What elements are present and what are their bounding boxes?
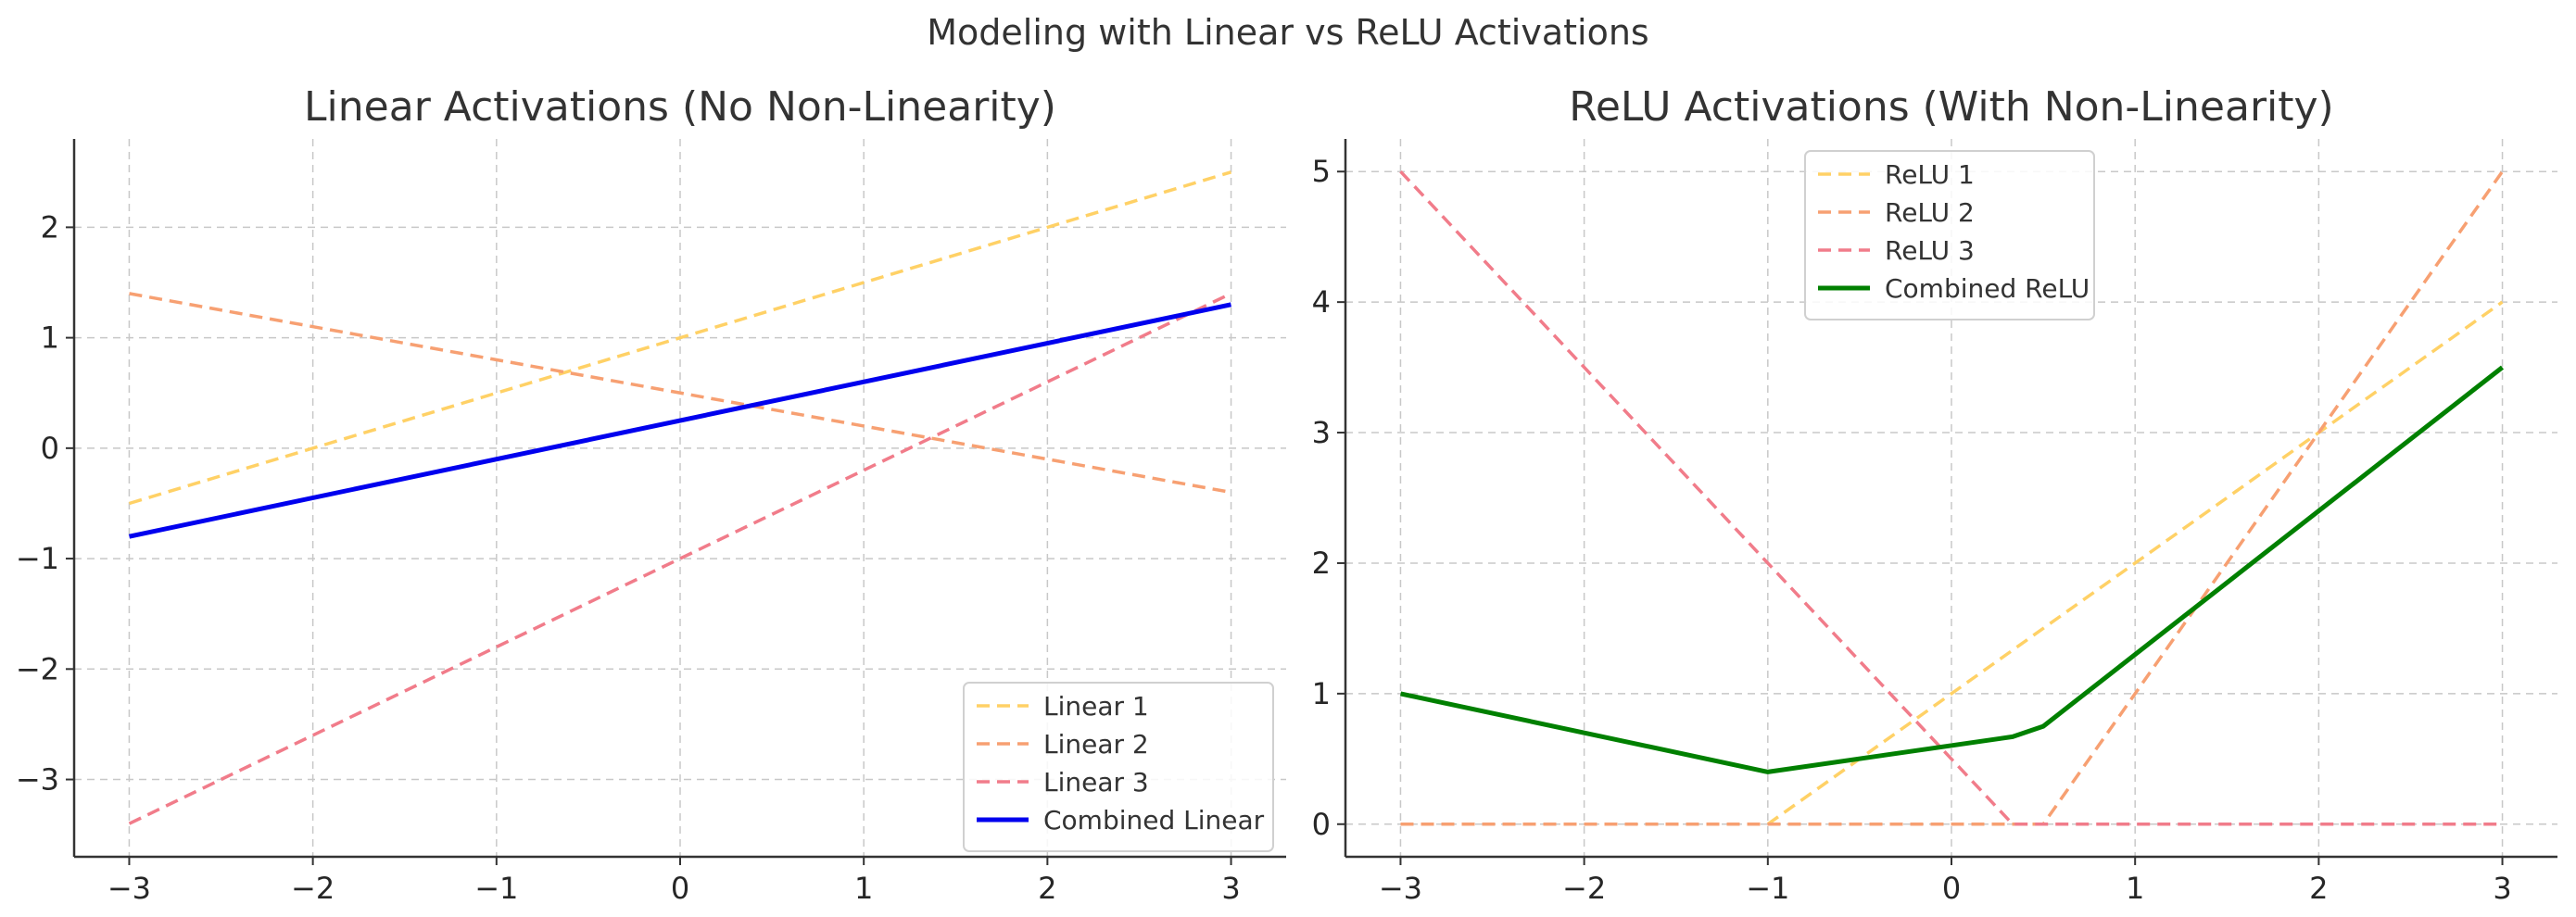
y-tick-label: 4: [1312, 284, 1331, 320]
x-tick-label: −3: [107, 871, 151, 906]
linear-activations-chart: Linear Activations (No Non-Linearity) −3…: [16, 83, 1286, 906]
relu-legend: ReLU 1 ReLU 2 ReLU 3 Combined ReLU: [1804, 150, 2095, 320]
y-tick-label: 5: [1312, 154, 1331, 189]
x-tick-label: −2: [291, 871, 335, 906]
series-line-relu-3: [1399, 170, 2503, 826]
legend-frame: [1804, 150, 2095, 320]
x-tick-label: 1: [2126, 871, 2144, 906]
y-tick-label: 2: [1312, 546, 1331, 581]
x-tick-label: 0: [1942, 871, 1961, 906]
y-tick-label: 2: [41, 209, 59, 245]
y-tick-label: 1: [41, 320, 59, 356]
series-line-combined-linear: [128, 302, 1232, 539]
y-tick-label: −2: [16, 651, 59, 686]
y-tick-label: 0: [41, 431, 59, 466]
series-line-combined-relu: [1399, 365, 2505, 774]
series-line-linear-2: [129, 292, 1231, 495]
legend-frame: [963, 682, 1274, 852]
relu-activations-chart: ReLU Activations (With Non-Linearity) −3…: [1312, 83, 2557, 906]
y-tick-label: 0: [1312, 807, 1331, 842]
x-tick-label: −3: [1379, 871, 1422, 906]
x-tick-label: 1: [854, 871, 873, 906]
series-line-linear-1: [128, 170, 1232, 506]
legend-label-relu-1: ReLU 1: [1885, 159, 1975, 190]
legend-label-combined-relu: Combined ReLU: [1885, 273, 2090, 304]
legend-label-linear-2: Linear 2: [1043, 729, 1149, 760]
y-tick-label: −3: [16, 762, 59, 798]
legend-label-relu-2: ReLU 2: [1885, 197, 1975, 228]
x-tick-label: 0: [671, 871, 689, 906]
relu-chart-title: ReLU Activations (With Non-Linearity): [1569, 83, 2333, 131]
linear-legend: Linear 1 Linear 2 Linear 3 Combined Linear: [963, 682, 1274, 852]
x-tick-label: −2: [1562, 871, 1606, 906]
legend-label-linear-1: Linear 1: [1043, 691, 1149, 722]
x-tick-label: −1: [1746, 871, 1789, 906]
y-tick-label: 1: [1312, 676, 1331, 711]
x-tick-label: 2: [1038, 871, 1056, 906]
x-tick-label: 3: [1221, 871, 1240, 906]
x-tick-label: 3: [2493, 871, 2511, 906]
figure-title: Modeling with Linear vs ReLU Activations: [927, 12, 1648, 53]
x-tick-label: −1: [474, 871, 518, 906]
y-tick-label: −1: [16, 541, 59, 576]
linear-chart-title: Linear Activations (No Non-Linearity): [304, 83, 1056, 131]
legend-label-combined-linear: Combined Linear: [1043, 805, 1265, 835]
y-tick-label: 3: [1312, 415, 1331, 450]
legend-label-relu-3: ReLU 3: [1885, 235, 1975, 266]
x-tick-label: 2: [2309, 871, 2328, 906]
legend-label-linear-3: Linear 3: [1043, 767, 1149, 798]
